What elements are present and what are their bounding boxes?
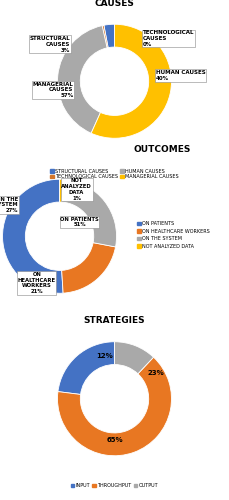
Legend: ON PATIENTS, ON HEALTHCARE WORKERS, ON THE SYSTEM, NOT ANALYZED DATA: ON PATIENTS, ON HEALTHCARE WORKERS, ON T… bbox=[135, 220, 212, 250]
Title: CAUSES: CAUSES bbox=[95, 0, 134, 8]
Text: HUMAN CAUSES
40%: HUMAN CAUSES 40% bbox=[155, 70, 205, 81]
Wedge shape bbox=[91, 24, 172, 138]
Wedge shape bbox=[104, 24, 114, 48]
Wedge shape bbox=[114, 342, 153, 374]
Wedge shape bbox=[3, 180, 63, 293]
Text: ON PATIENTS
51%: ON PATIENTS 51% bbox=[60, 216, 99, 228]
Wedge shape bbox=[62, 242, 115, 293]
Text: ON
HEALTHCARE
WORKERS
21%: ON HEALTHCARE WORKERS 21% bbox=[18, 272, 56, 294]
Wedge shape bbox=[58, 342, 114, 394]
Text: TECHNOLOGICAL
CAUSES
0%: TECHNOLOGICAL CAUSES 0% bbox=[143, 30, 194, 47]
Title: OUTCOMES: OUTCOMES bbox=[134, 145, 191, 154]
Title: STRATEGIES: STRATEGIES bbox=[84, 316, 145, 326]
Text: 23%: 23% bbox=[147, 370, 164, 376]
Wedge shape bbox=[102, 25, 108, 48]
Text: MANAGERIAL
CAUSES
57%: MANAGERIAL CAUSES 57% bbox=[33, 82, 74, 98]
Text: 12%: 12% bbox=[96, 353, 113, 359]
Text: NOT
ANALYZED
DATA
1%: NOT ANALYZED DATA 1% bbox=[61, 178, 92, 201]
Legend: INPUT, THROUGHPUT, OUTPUT: INPUT, THROUGHPUT, OUTPUT bbox=[69, 482, 160, 490]
Text: STRUCTURAL
CAUSES
3%: STRUCTURAL CAUSES 3% bbox=[29, 36, 70, 52]
Legend: STRUCTURAL CAUSES, TECHNOLOGICAL CAUSES, HUMAN CAUSES, MANAGERIAL CAUSES: STRUCTURAL CAUSES, TECHNOLOGICAL CAUSES,… bbox=[48, 166, 181, 182]
Wedge shape bbox=[60, 180, 63, 202]
Text: ON THE
SYSTEM
27%: ON THE SYSTEM 27% bbox=[0, 196, 19, 213]
Wedge shape bbox=[62, 180, 117, 247]
Text: 65%: 65% bbox=[106, 437, 123, 443]
Wedge shape bbox=[57, 357, 172, 456]
Wedge shape bbox=[57, 26, 107, 133]
